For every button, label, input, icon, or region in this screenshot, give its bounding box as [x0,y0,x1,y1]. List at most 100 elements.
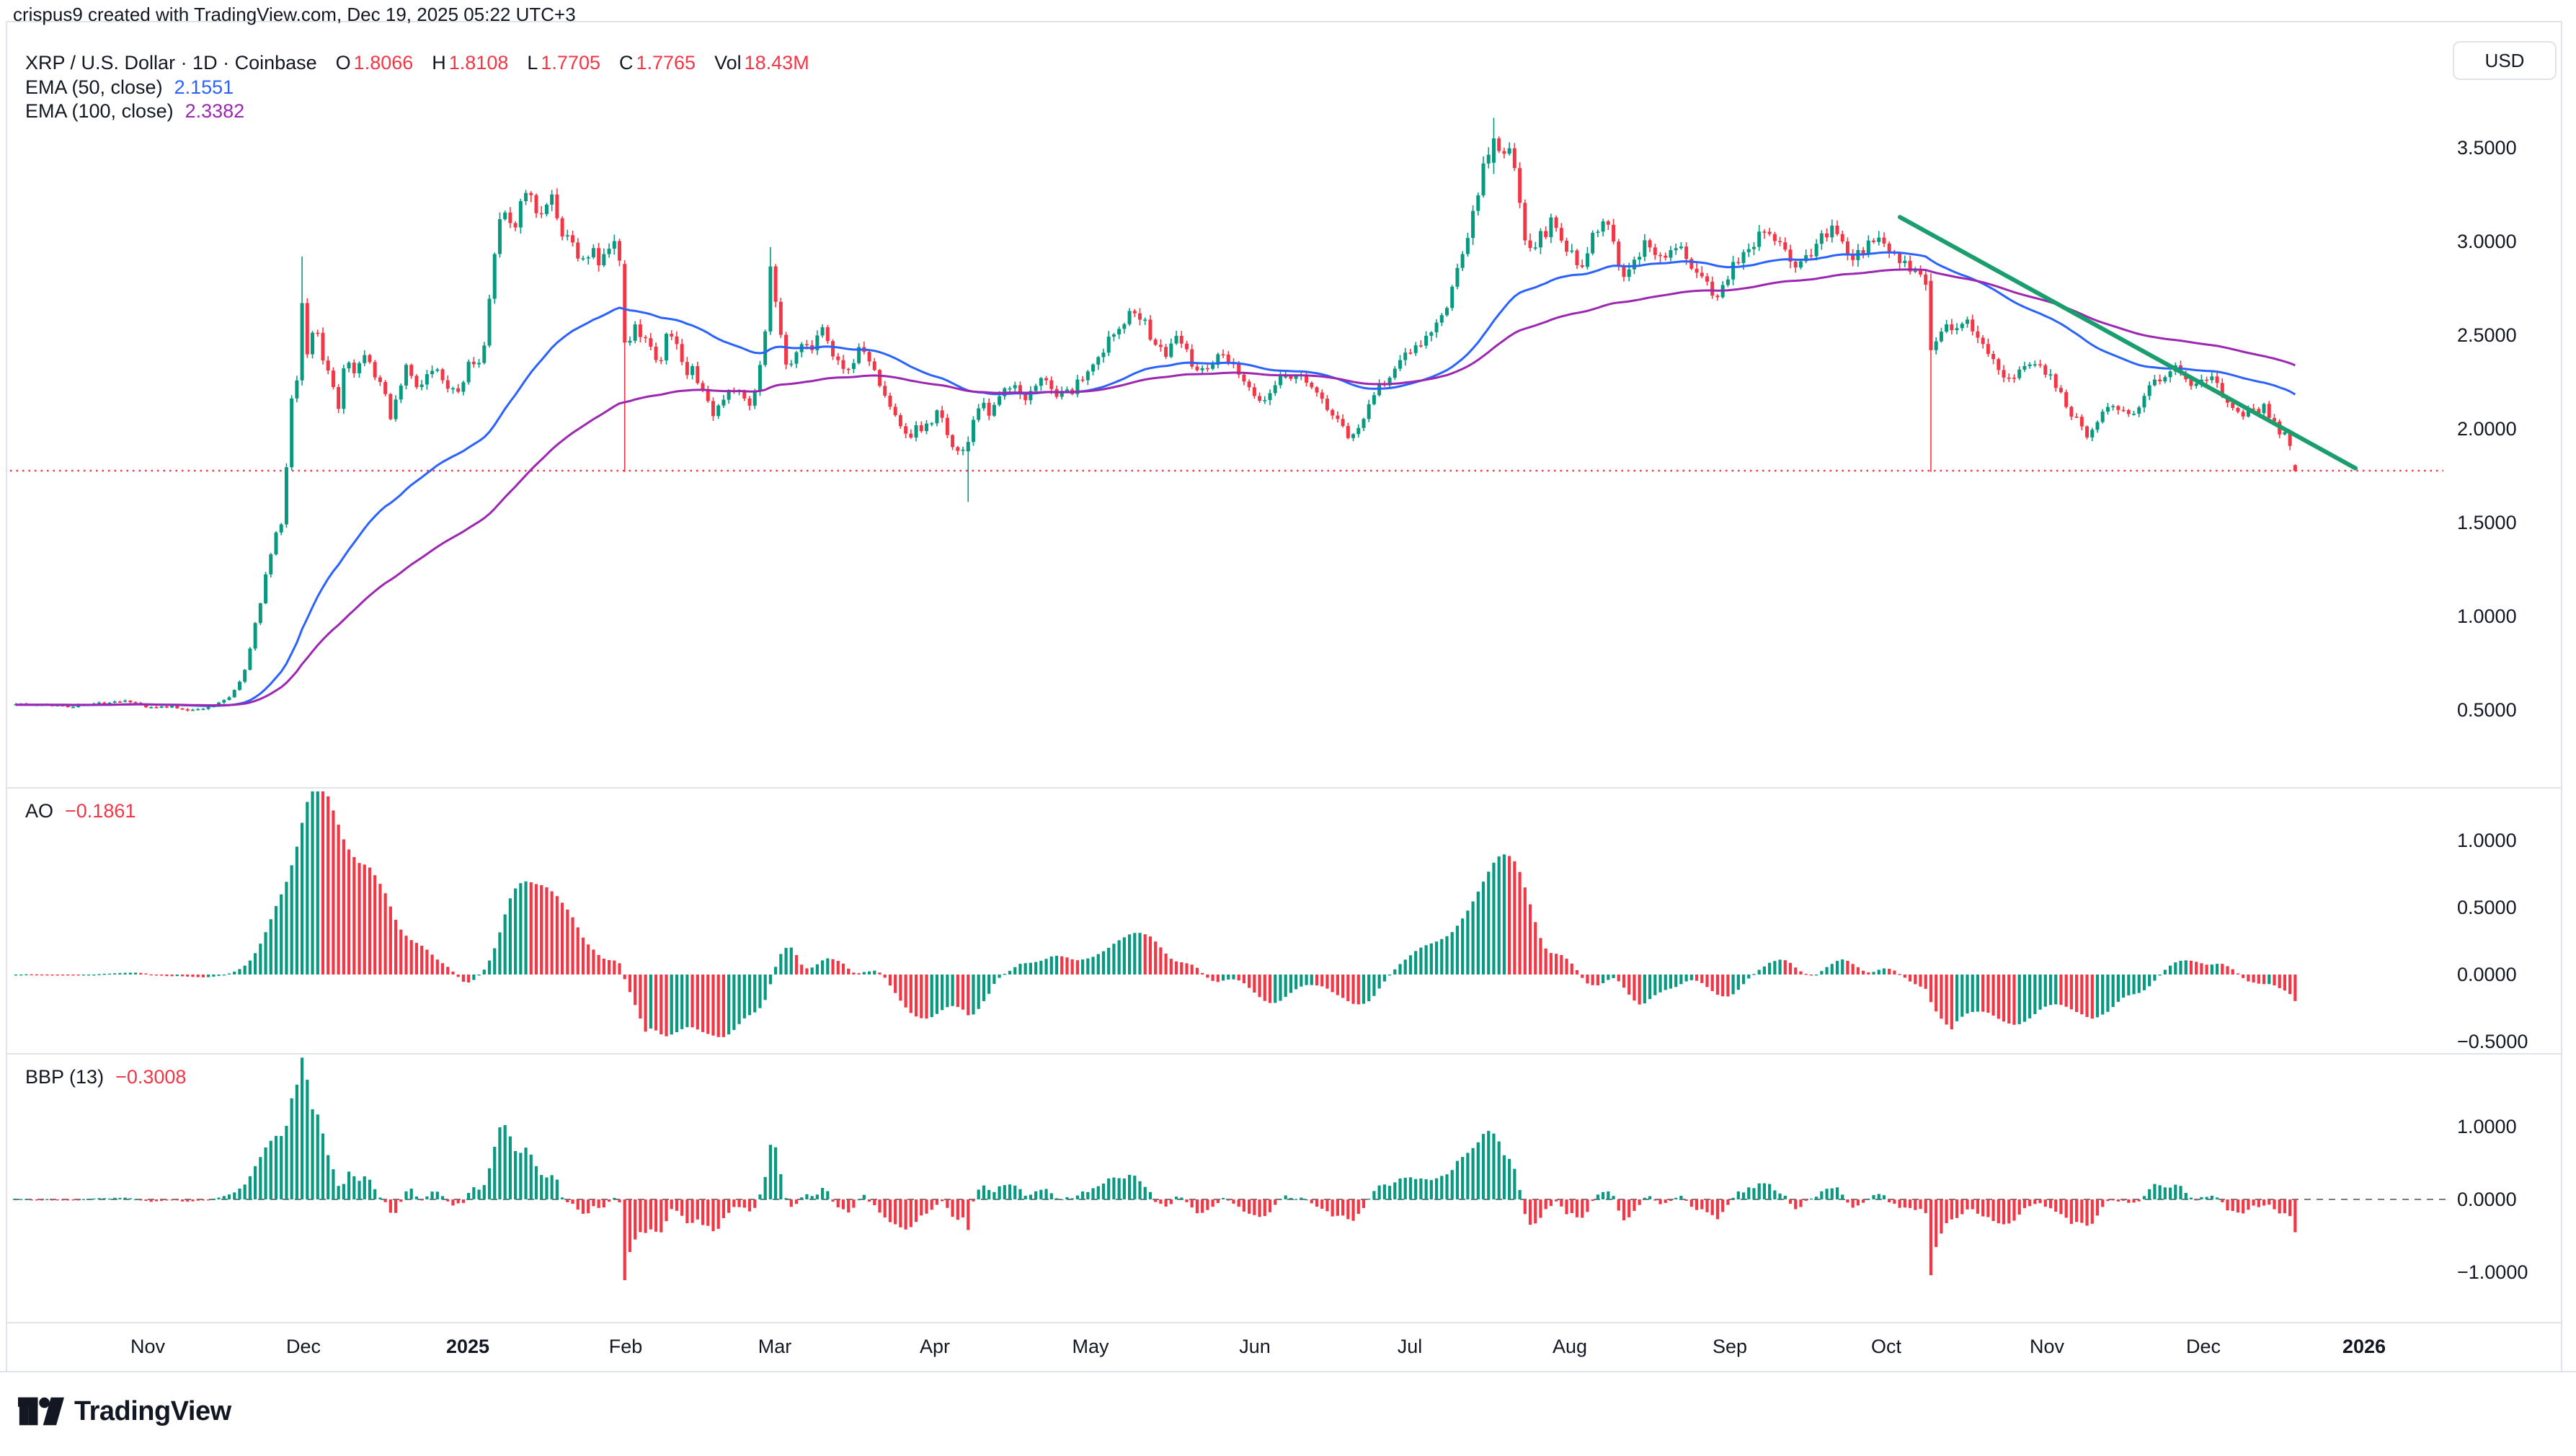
candle [159,706,164,708]
candle [352,363,356,373]
candle [951,435,955,448]
candle [597,248,601,266]
candle [1596,231,1600,233]
candle [394,399,398,420]
candle [154,706,159,709]
candle [164,706,169,708]
candle [898,415,902,427]
candle [1507,148,1511,154]
candle [1372,395,1376,404]
candle [539,213,543,215]
candle [685,362,689,376]
candle [1106,337,1111,353]
axis-tick-label: 3.0000 [2457,231,2517,252]
candle [388,394,393,420]
candle [1554,217,1558,228]
candle [419,384,424,388]
ema50-legend[interactable]: EMA (50, close) 2.1551 [25,76,234,99]
currency-toggle-button[interactable]: USD [2453,41,2557,80]
candle [363,355,367,363]
candle [2215,376,2219,383]
candle [778,301,783,335]
candle [1924,274,1928,285]
candle [2163,377,2167,382]
candle [851,363,856,369]
candle [2262,404,2266,414]
candle [867,352,871,362]
ema100-legend[interactable]: EMA (100, close) 2.3382 [25,100,244,123]
candle [331,370,335,388]
candle [2069,407,2074,417]
time-axis-label: Sep [1712,1336,1748,1357]
trendline-drawing[interactable] [1898,215,2358,471]
candle [945,417,949,435]
tradingview-logo[interactable]: TradingView [18,1395,231,1427]
candle [1263,400,1267,401]
candle [1679,247,1683,249]
candle [1502,151,1506,154]
candle [2028,364,2032,366]
symbol-legend[interactable]: XRP / U.S. Dollar · 1D · Coinbase O 1.8066… [25,52,809,74]
candle [1351,434,1356,438]
time-axis-label: May [1072,1336,1109,1357]
candle [117,701,122,703]
candle [1122,324,1127,329]
candle [2293,465,2297,471]
candle [1023,394,1028,401]
candle [1669,250,1673,258]
candle [1205,368,1209,370]
candle [925,423,928,432]
candle [368,355,372,363]
candle [503,212,507,220]
time-axis-label: Mar [758,1336,792,1357]
ao-histogram [14,791,2297,1037]
candle [1689,259,1694,269]
candle [1778,241,1782,243]
ohlc-low: L 1.7705 [527,52,600,74]
candle [300,303,304,381]
candle [1174,335,1178,344]
candle [1976,331,1980,338]
candle [248,648,252,670]
candle [2085,426,2089,438]
candle [1814,244,1818,257]
candle [1185,343,1189,350]
candle [2043,365,2048,375]
candle [2257,409,2261,414]
candle [295,380,299,399]
candle [326,360,330,371]
candle [1117,329,1122,334]
candle [971,420,975,443]
ema100-value: 2.3382 [185,100,245,122]
axis-tick-label: 1.0000 [2457,605,2517,627]
candle [1908,260,1912,272]
candle [1580,265,1584,267]
candle [2231,402,2235,408]
candle [1741,252,1746,263]
candle [773,266,778,302]
candle [961,449,965,451]
candle [752,391,757,406]
candle [305,303,309,355]
candle [565,235,569,237]
candle [1840,234,1844,242]
candle [794,352,799,364]
time-axis-label: Dec [285,1336,321,1357]
candle [123,700,128,702]
candle [1627,269,1631,278]
bbp-legend[interactable]: BBP (13) −0.3008 [25,1066,186,1088]
time-axis-label: Oct [1870,1336,1902,1357]
ao-legend[interactable]: AO −0.1861 [25,800,136,822]
candle [2252,408,2256,410]
candle [1757,231,1762,247]
ema100-line[interactable] [16,268,2296,706]
candle [1544,231,1548,237]
candle [1132,311,1137,314]
candle [2152,379,2157,386]
candle [956,447,960,451]
ema50-line[interactable] [16,251,2296,707]
axis-tick-label: 2.5000 [2457,324,2517,346]
candle [904,426,908,434]
candle [2246,408,2250,417]
